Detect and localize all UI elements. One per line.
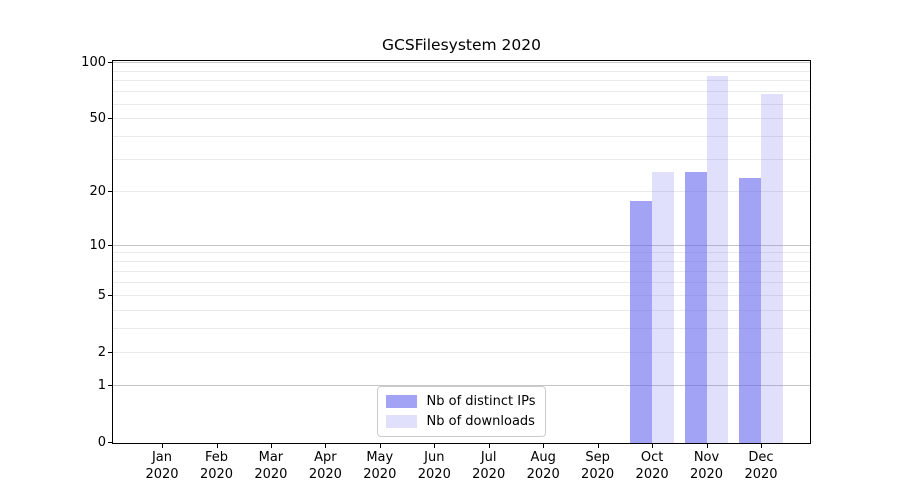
x-tick-mark-mar (270, 444, 272, 448)
plot-area: Nb of distinct IPs Nb of downloads (112, 60, 811, 444)
minor-gridline-30 (113, 159, 810, 161)
y-tick-mark-10 (108, 244, 112, 246)
minor-gridline-80 (113, 80, 810, 82)
x-tick-mark-oct (652, 444, 654, 448)
y-tick-mark-100 (108, 62, 112, 63)
y-tick-label-10: 10 (89, 237, 106, 253)
minor-gridline-6 (113, 281, 810, 283)
x-tick-label-oct: Oct 2020 (635, 450, 669, 482)
legend-item-downloads: Nb of downloads (385, 413, 536, 430)
bar-downloads-oct (652, 171, 674, 443)
y-tick-label-50: 50 (89, 111, 106, 127)
x-tick-mark-jun (434, 444, 436, 448)
y-tick-label-2: 2 (97, 344, 106, 360)
y-tick-label-100: 100 (81, 55, 106, 70)
minor-gridline-2 (113, 351, 810, 353)
y-tick-mark-2 (108, 351, 112, 353)
x-tick-mark-nov (706, 444, 708, 448)
x-tick-label-jun: Jun 2020 (417, 450, 451, 482)
x-tick-mark-apr (325, 444, 327, 448)
chart-title: GCSFilesystem 2020 (381, 36, 542, 54)
bar-distinct-ips-nov (684, 171, 707, 443)
x-tick-mark-jan (162, 444, 163, 448)
minor-gridline-70 (113, 91, 810, 92)
minor-gridline-40 (113, 136, 810, 138)
legend-label-distinct-ips: Nb of distinct IPs (426, 394, 536, 409)
minor-gridline-7 (113, 270, 810, 272)
minor-gridline-8 (113, 261, 810, 263)
x-tick-mark-feb (216, 444, 218, 448)
x-tick-mark-may (379, 444, 381, 448)
minor-gridline-9 (113, 252, 810, 254)
x-tick-label-may: May 2020 (363, 450, 397, 482)
x-tick-mark-jul (488, 444, 490, 448)
x-tick-mark-dec (761, 444, 762, 448)
y-tick-mark-20 (108, 191, 112, 193)
x-tick-label-jan: Jan 2020 (145, 450, 179, 482)
legend-swatch-distinct-ips (385, 395, 417, 408)
y-tick-label-20: 20 (89, 184, 106, 200)
minor-gridline-20 (113, 191, 810, 193)
x-tick-label-jul: Jul 2020 (472, 450, 506, 482)
legend-item-distinct-ips: Nb of distinct IPs (385, 393, 536, 410)
x-tick-label-dec: Dec 2020 (744, 450, 778, 482)
major-gridline-100 (113, 62, 810, 63)
bar-downloads-dec (761, 94, 783, 443)
legend: Nb of distinct IPs Nb of downloads (376, 386, 547, 437)
y-tick-mark-5 (108, 294, 112, 296)
minor-gridline-5 (113, 294, 810, 296)
bar-distinct-ips-dec (739, 178, 761, 443)
y-tick-mark-1 (108, 384, 112, 386)
y-tick-label-0: 0 (97, 435, 106, 450)
x-tick-label-feb: Feb 2020 (199, 450, 234, 482)
bar-distinct-ips-oct (630, 200, 653, 443)
x-tick-label-apr: Apr 2020 (308, 450, 342, 482)
x-tick-mark-aug (543, 444, 545, 448)
legend-label-downloads: Nb of downloads (426, 414, 535, 429)
x-tick-label-sep: Sep 2020 (581, 450, 615, 482)
major-gridline-1 (113, 384, 810, 386)
minor-gridline-3 (113, 327, 810, 329)
minor-gridline-60 (113, 103, 810, 105)
minor-gridline-4 (113, 309, 810, 311)
minor-gridline-50 (113, 118, 810, 120)
x-tick-mark-sep (597, 444, 599, 448)
y-tick-mark-0 (108, 442, 112, 443)
y-tick-mark-50 (108, 118, 112, 120)
y-tick-label-1: 1 (97, 377, 106, 393)
x-tick-label-nov: Nov 2020 (689, 450, 724, 482)
legend-swatch-downloads (385, 415, 417, 428)
y-tick-label-5: 5 (97, 287, 106, 303)
minor-gridline-90 (113, 70, 810, 72)
x-tick-label-mar: Mar 2020 (254, 450, 288, 482)
bar-downloads-nov (706, 76, 729, 443)
major-gridline-10 (113, 244, 810, 246)
x-tick-label-aug: Aug 2020 (526, 450, 560, 482)
